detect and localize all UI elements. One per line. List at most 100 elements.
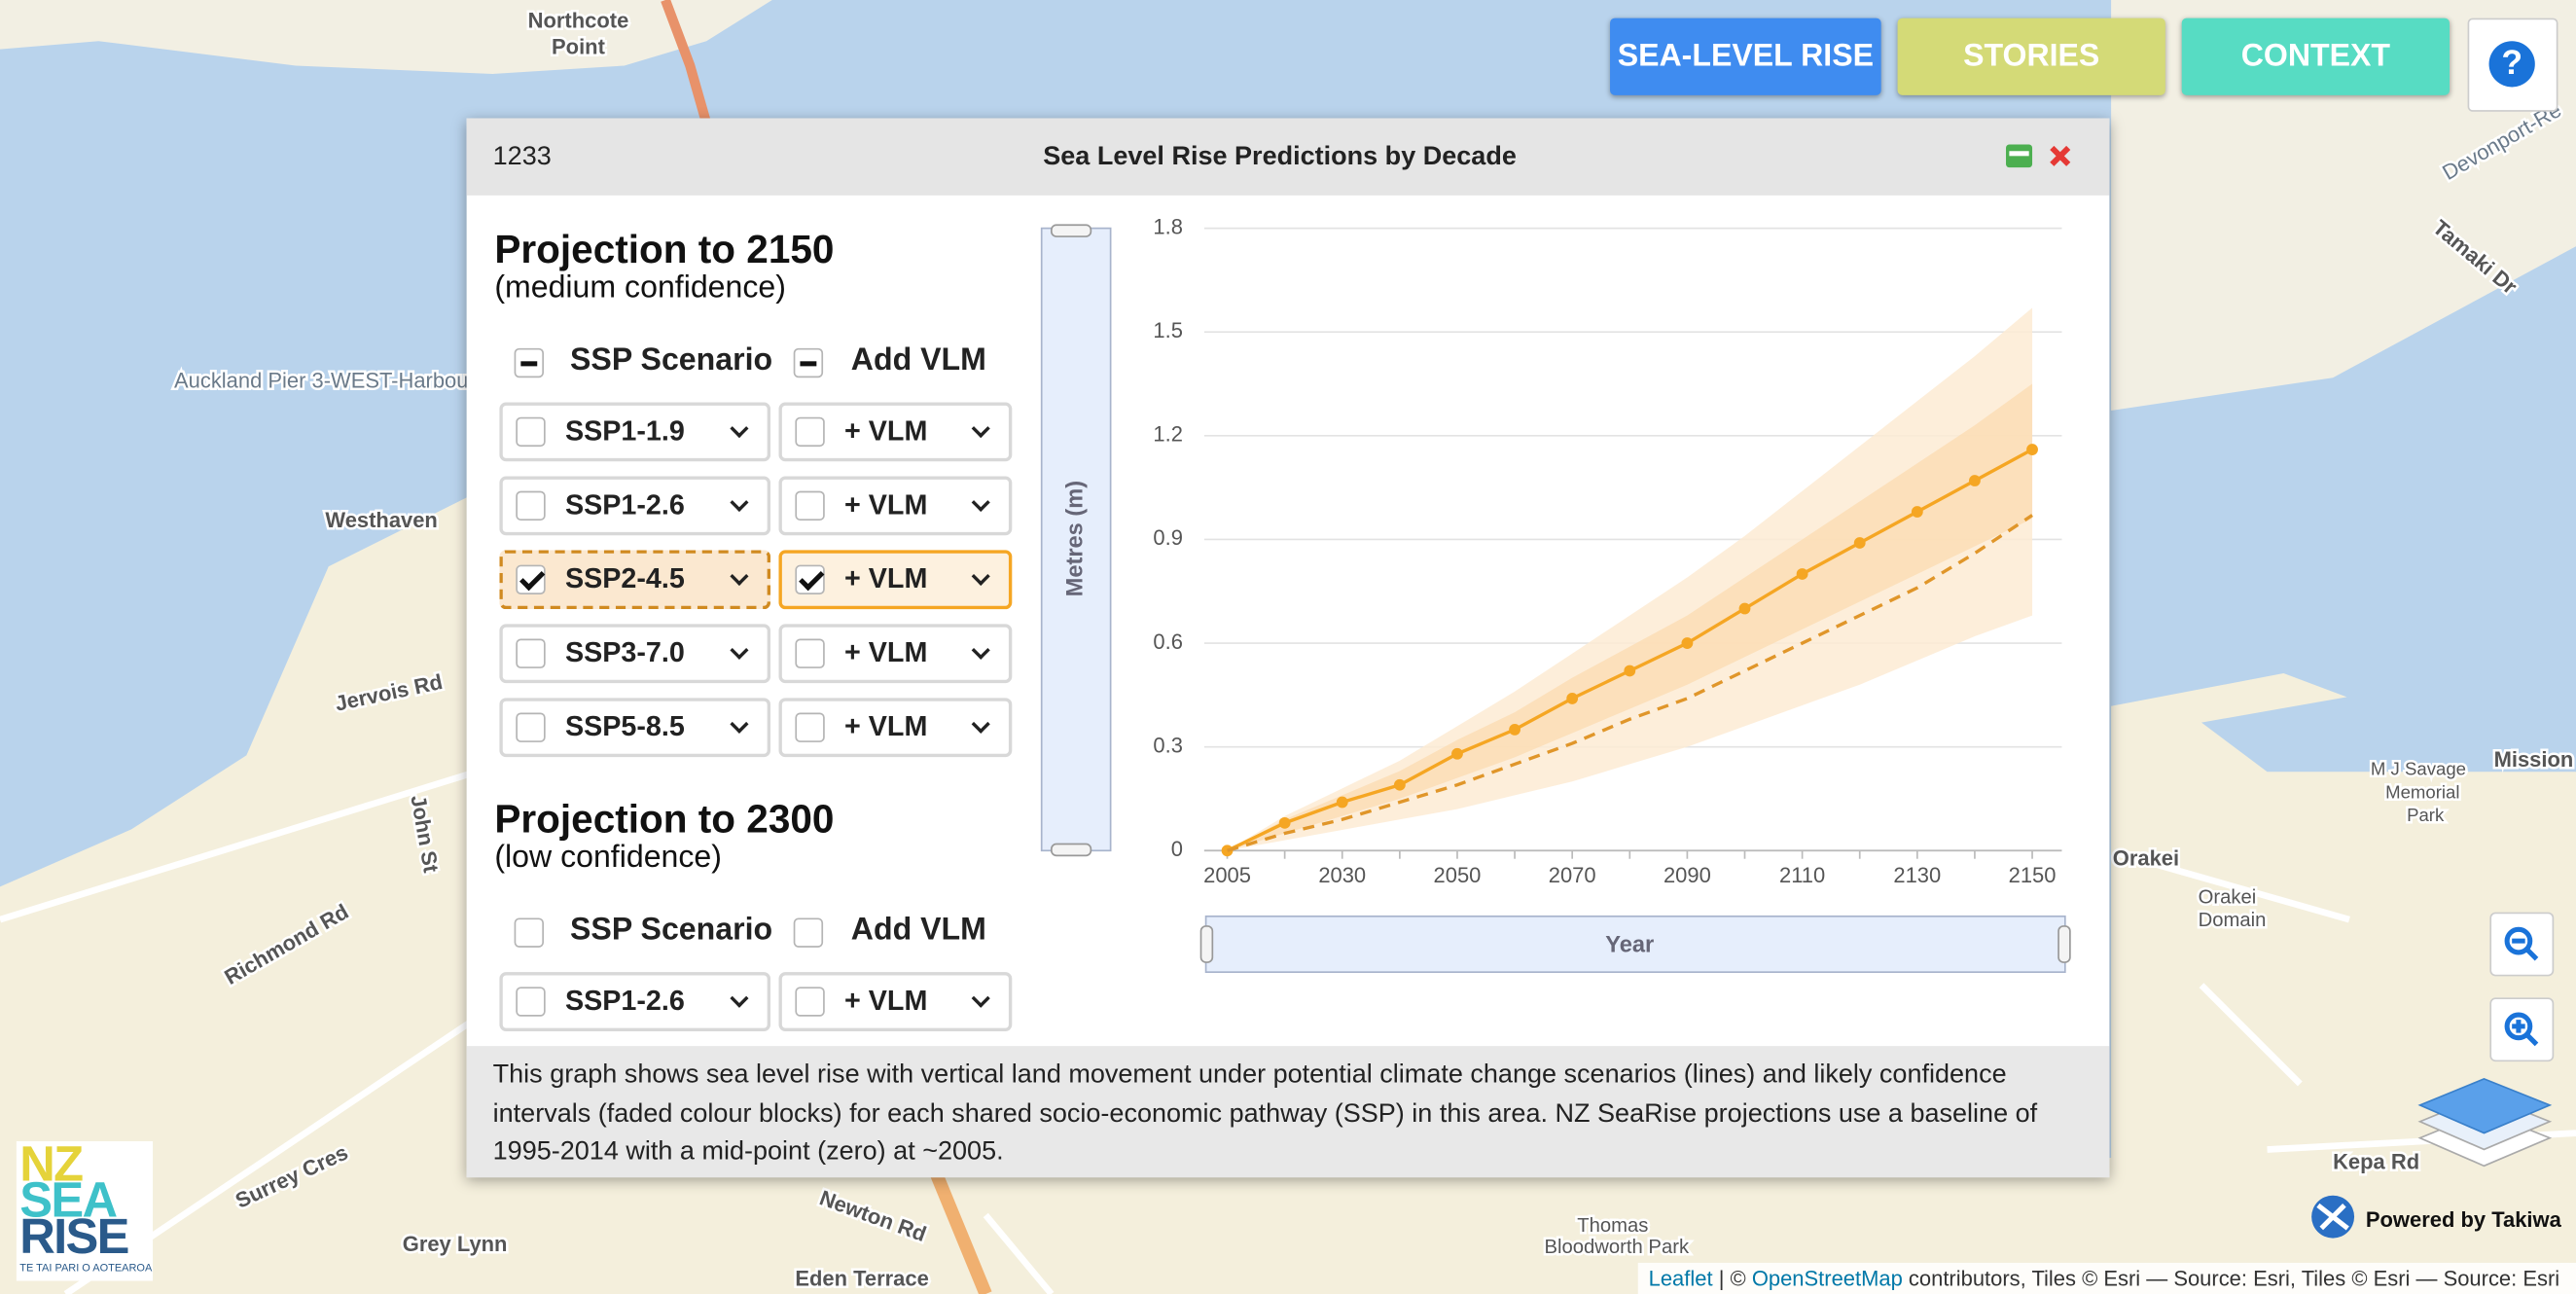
icon	[2504, 926, 2533, 955]
column-header: SSP Scenario	[570, 342, 773, 378]
scenario-select[interactable]: SSP1-2.6	[499, 476, 771, 536]
y-tick-label: 1.2	[1153, 422, 1183, 447]
nav-handle[interactable]	[2057, 925, 2071, 963]
scenario-label: SSP1-2.6	[564, 985, 685, 1017]
checkbox[interactable]	[516, 416, 546, 448]
x-tick-label: 2090	[1664, 863, 1711, 887]
scenario-select[interactable]: SSP2-4.5	[499, 550, 771, 610]
vlm-select[interactable]: + VLM	[778, 698, 1013, 758]
header-checkbox[interactable]	[793, 917, 824, 948]
header-checkbox[interactable]	[793, 347, 824, 378]
nav-button[interactable]: CONTEXT	[2181, 18, 2451, 95]
data-point	[1853, 537, 1866, 549]
map-label: Northcote	[528, 9, 629, 33]
section-heading: Projection to 2150	[494, 228, 835, 273]
data-point	[1624, 665, 1636, 677]
controls: Projection to 2150 (medium confidence) SSP…	[467, 196, 1025, 1046]
scroll-handle[interactable]	[1050, 224, 1092, 237]
y-tick-label: 0.3	[1153, 733, 1183, 757]
scenario-select[interactable]: SSP1-2.6	[499, 972, 771, 1031]
zoom-controls	[2489, 912, 2555, 1062]
help-icon: ?	[2488, 41, 2535, 88]
checkbox[interactable]	[795, 416, 825, 448]
y-tick-label: 0.9	[1153, 525, 1183, 550]
panel-id: 1233	[492, 142, 552, 171]
land	[0, 0, 772, 74]
land	[459, 1157, 2120, 1294]
x-tick-label: 2110	[1779, 863, 1825, 887]
y-tick-label: 0.6	[1153, 629, 1183, 654]
y-tick-label: 1.8	[1153, 214, 1183, 238]
checkbox[interactable]	[795, 564, 825, 594]
nav-button[interactable]: SEA-LEVEL RISE	[1610, 18, 1881, 95]
checkbox[interactable]	[516, 712, 546, 742]
column-header: Add VLM	[850, 342, 986, 378]
vlm-label: + VLM	[844, 710, 928, 742]
x-tick-label: 2130	[1893, 863, 1941, 887]
y-scrollbar	[1040, 227, 1112, 852]
nav-handle[interactable]	[1199, 925, 1214, 963]
scenario-select[interactable]: SSP3-7.0	[499, 624, 771, 684]
column-header: Add VLM	[850, 913, 986, 948]
scenario-label: SSP1-1.9	[564, 415, 685, 448]
nav-button[interactable]: STORIES	[1897, 18, 2165, 95]
checkbox[interactable]	[516, 638, 546, 668]
vlm-select[interactable]: + VLM	[778, 624, 1013, 684]
road	[661, 0, 712, 125]
checkbox[interactable]	[516, 987, 546, 1017]
scenario-select[interactable]: SSP1-1.9	[499, 402, 771, 462]
x-tick-label: 2070	[1549, 863, 1596, 887]
checkbox[interactable]	[795, 490, 825, 521]
icon	[2512, 938, 2539, 961]
vlm-label: + VLM	[844, 415, 928, 448]
data-point	[1509, 723, 1521, 736]
vlm-select[interactable]: + VLM	[778, 476, 1013, 536]
checkbox[interactable]	[795, 712, 825, 742]
map-label: Westhaven	[325, 508, 437, 532]
icon	[2512, 1020, 2539, 1047]
zoom-out[interactable]	[2489, 912, 2555, 977]
map-label: Park	[2407, 805, 2445, 825]
attribution: Leaflet | © OpenStreetMap contributors, …	[1638, 1262, 2576, 1294]
map-label: Domain	[2199, 910, 2267, 931]
road	[930, 1171, 992, 1294]
takiwa-icon	[2311, 1195, 2355, 1239]
link[interactable]: OpenStreetMap	[1751, 1266, 1903, 1291]
scenario-select[interactable]: SSP5-8.5	[499, 698, 771, 758]
vlm-label: + VLM	[844, 636, 928, 668]
logo-text: NZ	[19, 1137, 84, 1193]
confidence-band	[1227, 307, 2033, 851]
checkbox[interactable]	[516, 490, 546, 521]
vlm-label: + VLM	[844, 562, 928, 594]
checkbox[interactable]	[516, 564, 546, 594]
checkbox[interactable]	[795, 638, 825, 668]
powered-by: Powered by Takiwa	[2365, 1206, 2561, 1232]
x-tick-label: 2050	[1434, 863, 1482, 887]
header-checkbox[interactable]	[514, 917, 544, 948]
vlm-select[interactable]: + VLM	[778, 972, 1013, 1031]
data-point	[1796, 568, 1808, 580]
data-point	[2026, 444, 2038, 455]
help-button[interactable]: ?	[2467, 18, 2558, 112]
vlm-select[interactable]: + VLM	[778, 550, 1013, 610]
link[interactable]: Leaflet	[1648, 1266, 1713, 1291]
vlm-select[interactable]: + VLM	[778, 402, 1013, 462]
section-subheading: (low confidence)	[494, 841, 722, 876]
layers-button[interactable]	[2415, 1076, 2556, 1174]
minimize-icon	[2009, 151, 2029, 157]
header-checkbox[interactable]	[514, 347, 544, 378]
y-tick-label: 1.5	[1153, 318, 1183, 342]
x-tick-label: 2005	[1203, 863, 1251, 887]
icon	[2417, 1077, 2553, 1134]
zoom-in[interactable]	[2489, 997, 2555, 1062]
scroll-handle[interactable]	[1050, 843, 1092, 857]
panel-controls	[2006, 144, 2071, 168]
close-button[interactable]	[2050, 145, 2071, 166]
scenario-label: SSP2-4.5	[564, 562, 685, 594]
logo-text: RISE	[19, 1209, 129, 1265]
attribution-text: contributors, Tiles © Esri — Source: Esr…	[1908, 1266, 2560, 1291]
checkbox[interactable]	[795, 987, 825, 1017]
y-axis-title: Metres (m)	[1062, 481, 1088, 596]
panel-header: 1233 Sea Level Rise Predictions by Decad…	[466, 118, 2110, 196]
